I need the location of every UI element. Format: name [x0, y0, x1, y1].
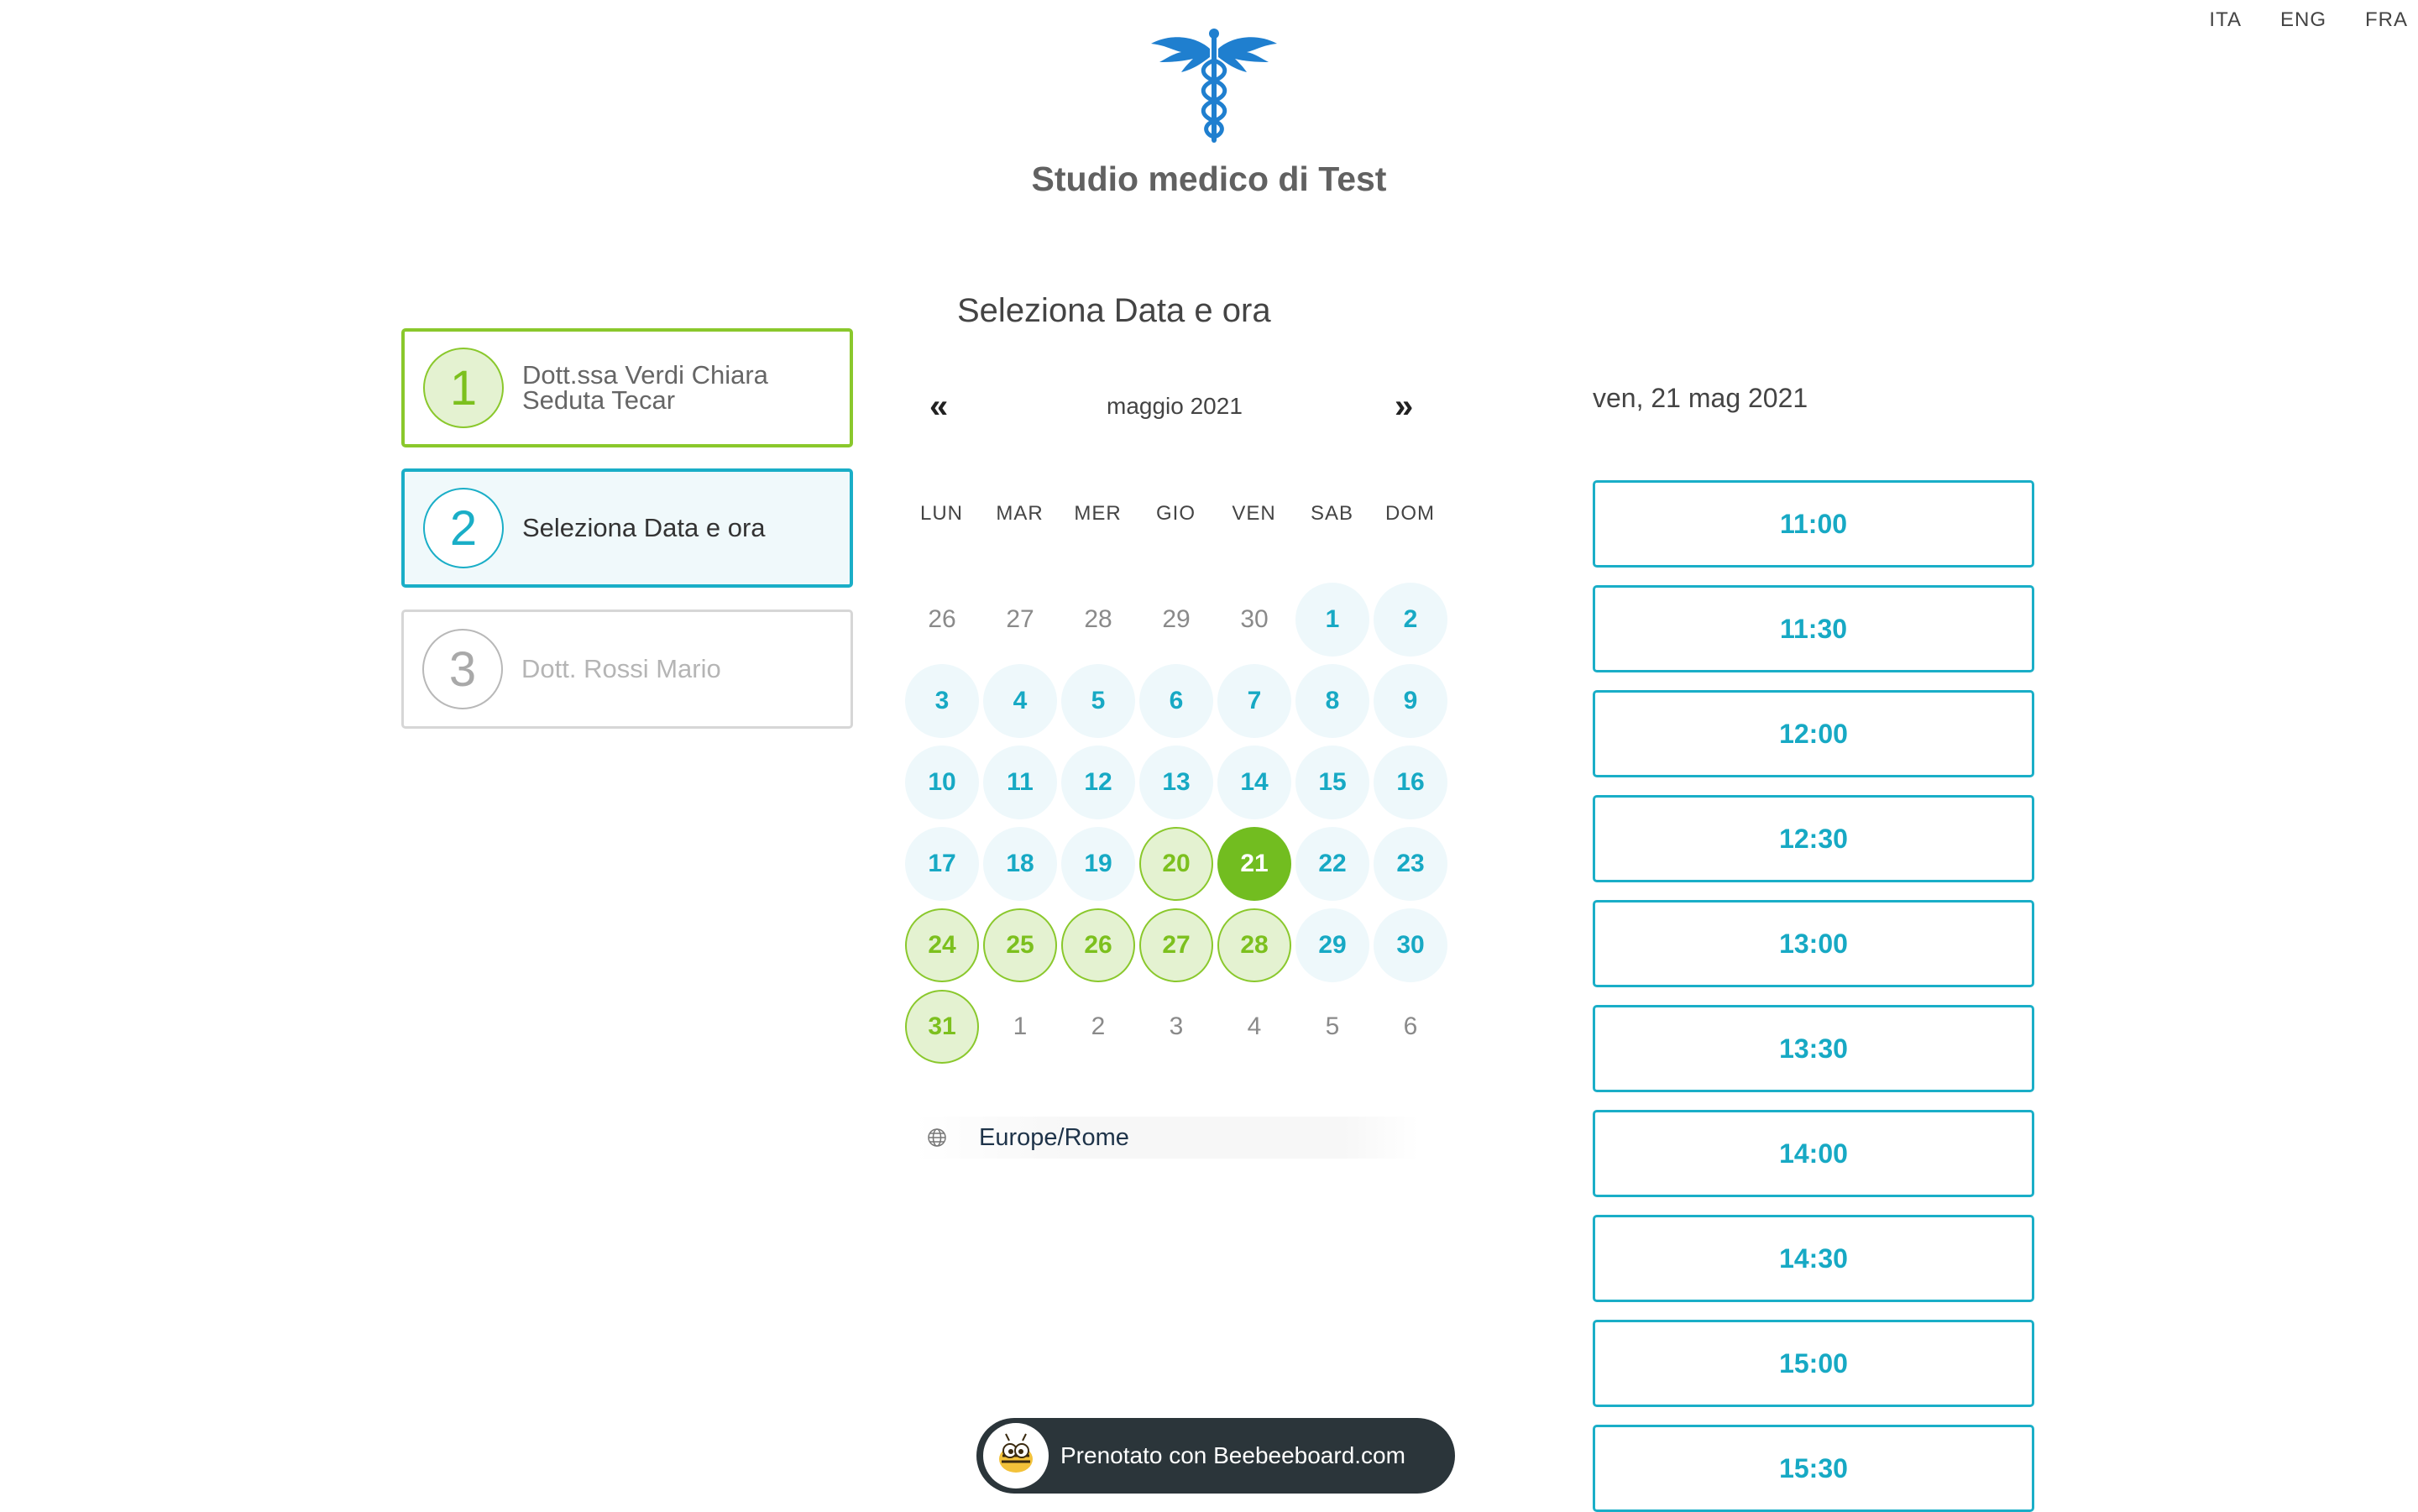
- calendar-day[interactable]: 2: [1374, 583, 1447, 657]
- weekday-label: LUN: [919, 502, 963, 525]
- calendar-day[interactable]: 12: [1061, 746, 1135, 819]
- calendar-day: 26: [928, 605, 956, 633]
- calendar-day[interactable]: 19: [1061, 827, 1135, 901]
- calendar-day[interactable]: 26: [1061, 908, 1135, 982]
- step-3-number: 3: [422, 629, 503, 709]
- calendar-day[interactable]: 29: [1295, 908, 1369, 982]
- step-1-service-label: Seduta Tecar: [522, 385, 676, 415]
- section-title: Seleziona Data e ora: [957, 292, 1271, 329]
- calendar-day[interactable]: 13: [1139, 746, 1213, 819]
- time-slot-button[interactable]: 15:00: [1593, 1320, 2034, 1407]
- calendar-day[interactable]: 28: [1217, 908, 1291, 982]
- caduceus-logo-icon: [1151, 29, 1277, 143]
- calendar-day[interactable]: 11: [983, 746, 1057, 819]
- calendar-day: 29: [1162, 605, 1191, 633]
- time-slot-button[interactable]: 11:30: [1593, 585, 2034, 672]
- weekday-label: DOM: [1385, 502, 1435, 525]
- calendar-day[interactable]: 6: [1139, 664, 1213, 738]
- selected-date-label: ven, 21 mag 2021: [1593, 383, 1808, 413]
- timezone-selector[interactable]: Europe/Rome: [915, 1117, 1419, 1159]
- powered-by-badge[interactable]: Prenotato con Beebeeboard.com: [976, 1418, 1455, 1494]
- step-2-date-time[interactable]: 2 Seleziona Data e ora: [401, 468, 853, 588]
- step-1-doctor-service[interactable]: 1 Dott.ssa Verdi Chiara Seduta Tecar: [401, 328, 853, 447]
- calendar-day[interactable]: 10: [905, 746, 979, 819]
- step-2-number: 2: [423, 488, 504, 568]
- calendar-day[interactable]: 7: [1217, 664, 1291, 738]
- weekday-label: SAB: [1310, 502, 1354, 525]
- step-3-doctor: 3 Dott. Rossi Mario: [401, 610, 853, 729]
- calendar-day[interactable]: 22: [1295, 827, 1369, 901]
- calendar-day[interactable]: 25: [983, 908, 1057, 982]
- calendar-day[interactable]: 23: [1374, 827, 1447, 901]
- calendar-day[interactable]: 4: [983, 664, 1057, 738]
- calendar-day[interactable]: 17: [905, 827, 979, 901]
- calendar-day: 30: [1240, 605, 1269, 633]
- prev-month-button[interactable]: «: [929, 388, 949, 425]
- weekday-label: GIO: [1155, 502, 1196, 525]
- calendar-day-selected[interactable]: 21: [1217, 827, 1291, 901]
- step-3-label: Dott. Rossi Mario: [521, 654, 721, 683]
- calendar-day: 4: [1247, 1012, 1262, 1040]
- calendar-weekday-header: LUN MAR MER GIO VEN SAB DOM: [903, 502, 1449, 526]
- calendar-day[interactable]: 15: [1295, 746, 1369, 819]
- time-slot-button[interactable]: 14:00: [1593, 1110, 2034, 1197]
- step-2-label: Seleziona Data e ora: [522, 513, 766, 542]
- calendar-day[interactable]: 14: [1217, 746, 1291, 819]
- globe-icon: [928, 1128, 946, 1147]
- calendar-day[interactable]: 24: [905, 908, 979, 982]
- weekday-label: VEN: [1232, 502, 1276, 525]
- calendar-day[interactable]: 30: [1374, 908, 1447, 982]
- time-slot-button[interactable]: 13:30: [1593, 1005, 2034, 1092]
- timezone-label: Europe/Rome: [979, 1123, 1129, 1151]
- lang-eng-link[interactable]: ENG: [2279, 8, 2326, 31]
- calendar-day[interactable]: 1: [1295, 583, 1369, 657]
- calendar-day[interactable]: 3: [905, 664, 979, 738]
- step-1-text: Dott.ssa Verdi Chiara Seduta Tecar: [522, 360, 768, 415]
- time-slot-button[interactable]: 15:30: [1593, 1425, 2034, 1512]
- badge-text: Prenotato con Beebeeboard.com: [1060, 1442, 1405, 1468]
- studio-title: Studio medico di Test: [1031, 160, 1387, 198]
- calendar-day[interactable]: 16: [1374, 746, 1447, 819]
- language-switcher: ITA ENG FRA: [2209, 8, 2418, 32]
- weekday-label: MAR: [996, 502, 1044, 525]
- lang-ita-link[interactable]: ITA: [2209, 8, 2242, 31]
- step-1-number: 1: [423, 348, 504, 428]
- calendar-day: 28: [1084, 605, 1112, 633]
- calendar-day[interactable]: 18: [983, 827, 1057, 901]
- calendar-month-label: maggio 2021: [1107, 393, 1243, 419]
- time-slot-button[interactable]: 11:00: [1593, 480, 2034, 568]
- calendar-day[interactable]: 27: [1139, 908, 1213, 982]
- calendar-day: 2: [1091, 1012, 1106, 1040]
- calendar-day: 3: [1169, 1012, 1184, 1040]
- calendar-day[interactable]: 31: [905, 990, 979, 1064]
- time-slot-button[interactable]: 12:00: [1593, 690, 2034, 777]
- calendar-day[interactable]: 5: [1061, 664, 1135, 738]
- calendar-day: 6: [1403, 1012, 1418, 1040]
- calendar-day[interactable]: 20: [1139, 827, 1213, 901]
- time-slot-button[interactable]: 14:30: [1593, 1215, 2034, 1302]
- calendar-day: 27: [1006, 605, 1034, 633]
- lang-fra-link[interactable]: FRA: [2365, 8, 2408, 31]
- time-slot-button[interactable]: 12:30: [1593, 795, 2034, 882]
- calendar-day: 5: [1325, 1012, 1340, 1040]
- calendar-day[interactable]: 9: [1374, 664, 1447, 738]
- step-1-doctor-label: Dott.ssa Verdi Chiara: [522, 360, 768, 390]
- calendar-day[interactable]: 8: [1295, 664, 1369, 738]
- weekday-label: MER: [1074, 502, 1122, 525]
- bee-icon: [983, 1423, 1049, 1488]
- time-slot-button[interactable]: 13:00: [1593, 900, 2034, 987]
- next-month-button[interactable]: »: [1395, 388, 1414, 425]
- calendar-day: 1: [1013, 1012, 1028, 1040]
